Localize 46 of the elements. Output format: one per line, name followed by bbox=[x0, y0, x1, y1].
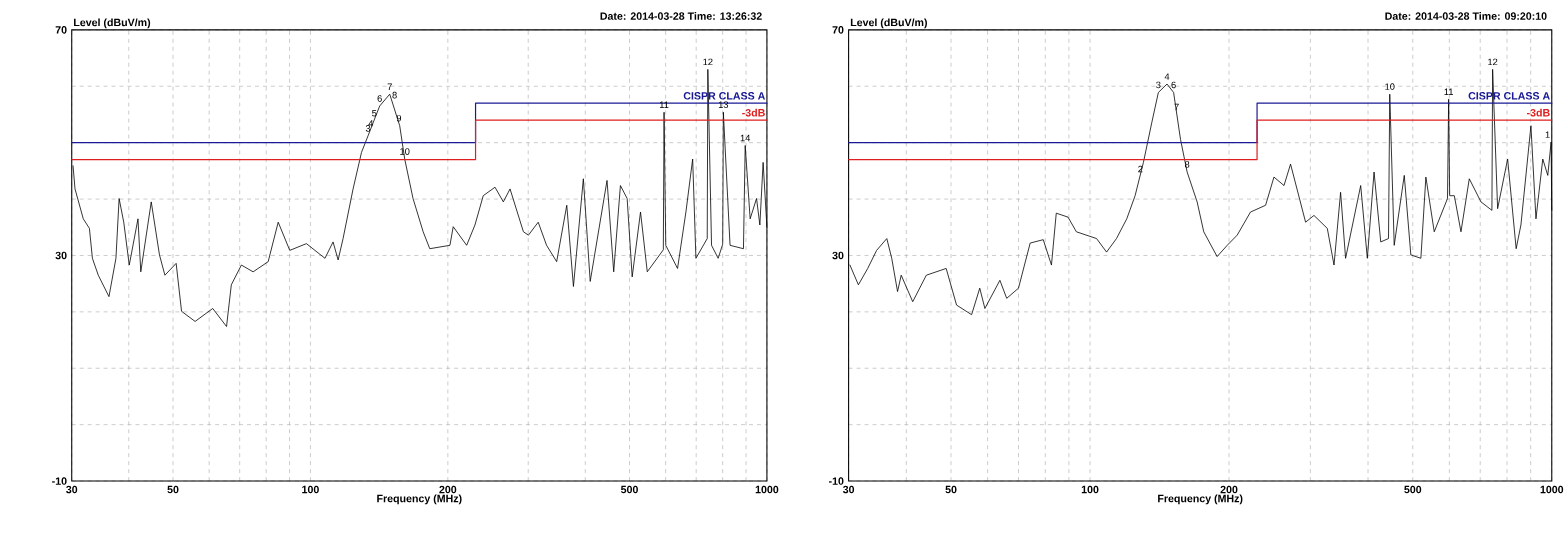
annotation: 8 bbox=[392, 91, 397, 99]
annotation: 3 bbox=[1156, 81, 1161, 89]
y-tick-label: 70 bbox=[832, 26, 844, 34]
x-tick-label: 1000 bbox=[755, 485, 779, 494]
annotation: 7 bbox=[1174, 103, 1179, 111]
x-tick-label: 500 bbox=[1404, 485, 1422, 494]
x-tick-label: 200 bbox=[1220, 485, 1238, 494]
annotation: 8 bbox=[1184, 161, 1190, 168]
y-axis-title: Level (dBuV/m) bbox=[850, 18, 927, 29]
annotation: 6 bbox=[1171, 81, 1176, 89]
x-tick-label: 1000 bbox=[1540, 485, 1564, 494]
annotation: 3 bbox=[365, 125, 371, 132]
x-tick-label: 200 bbox=[439, 485, 457, 494]
x-tick-label: 100 bbox=[1081, 485, 1099, 494]
annotation: 12 bbox=[1488, 58, 1498, 66]
annotation: 10 bbox=[1385, 83, 1395, 90]
x-tick-label: 500 bbox=[620, 485, 638, 494]
chart-title: Date: 2014-03-28 Time: 13:26:32 bbox=[600, 12, 762, 20]
x-tick-label: 100 bbox=[302, 485, 319, 494]
annotation: 4 bbox=[1164, 73, 1170, 80]
annotation: 1 bbox=[1545, 131, 1550, 138]
x-axis-title: Frequency (MHz) bbox=[377, 494, 462, 505]
x-tick-label: 50 bbox=[167, 485, 179, 494]
annotation: 4 bbox=[368, 120, 374, 127]
y-tick-label: -10 bbox=[52, 477, 67, 485]
annotation: 11 bbox=[1444, 88, 1454, 96]
y-axis-title: Level (dBuV/m) bbox=[74, 18, 151, 29]
annotation: 10 bbox=[400, 148, 410, 155]
x-tick-label: 30 bbox=[842, 485, 855, 494]
series-label: -3dB bbox=[742, 108, 765, 117]
y-tick-label: 30 bbox=[55, 251, 67, 260]
annotation: 2 bbox=[1138, 165, 1143, 173]
annotation: 5 bbox=[372, 110, 377, 117]
y-tick-label: 30 bbox=[832, 251, 844, 260]
annotation: 7 bbox=[387, 83, 392, 90]
y-tick-label: 70 bbox=[55, 26, 67, 34]
chart-title: Date: 2014-03-28 Time: 09:20:10 bbox=[1385, 12, 1547, 20]
annotation: 9 bbox=[396, 115, 402, 122]
annotation: 12 bbox=[703, 58, 713, 66]
x-tick-label: 50 bbox=[945, 485, 957, 494]
x-axis-title: Frequency (MHz) bbox=[1158, 494, 1243, 505]
annotation: 14 bbox=[740, 134, 751, 142]
series-label: -3dB bbox=[1526, 108, 1550, 117]
x-tick-label: 30 bbox=[66, 485, 78, 494]
y-tick-label: -10 bbox=[828, 477, 844, 485]
annotation: 6 bbox=[377, 95, 382, 102]
